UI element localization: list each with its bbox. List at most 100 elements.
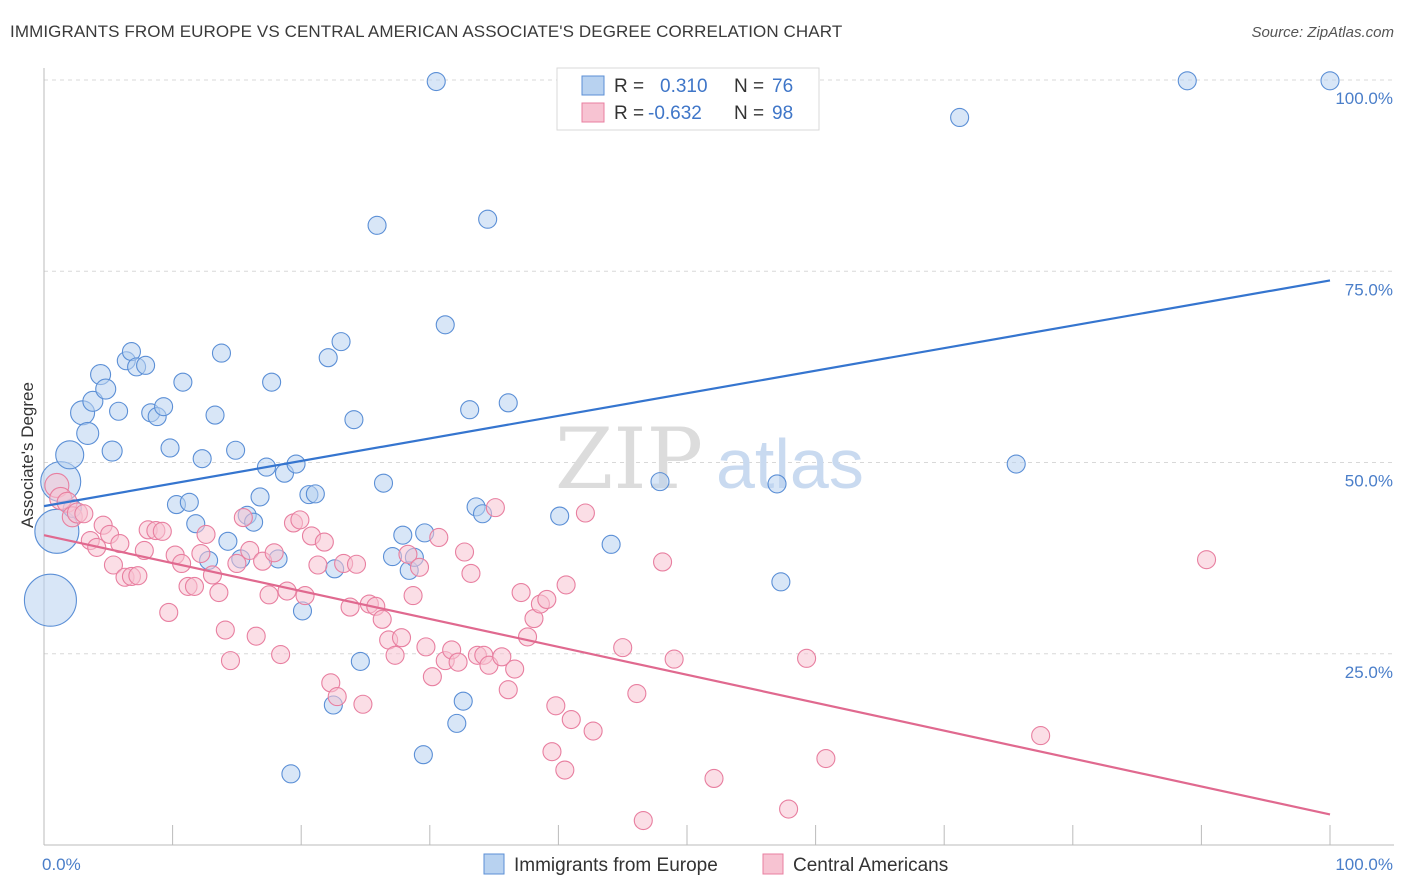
europe-point-26 bbox=[211, 343, 232, 363]
central-americans-point-76 bbox=[517, 627, 538, 647]
central-americans-point-57 bbox=[398, 544, 418, 564]
central-americans-point-79 bbox=[537, 589, 557, 609]
central-americans-point-36 bbox=[264, 543, 284, 563]
central-americans-point-40 bbox=[290, 510, 310, 530]
central-americans-point-10 bbox=[103, 555, 123, 575]
central-americans-point-65 bbox=[448, 652, 468, 672]
central-americans-point-19 bbox=[159, 602, 179, 622]
legend-r-value-1: 0.310 bbox=[660, 76, 708, 97]
central-americans-point-97 bbox=[1196, 550, 1217, 570]
central-americans-point-62 bbox=[429, 527, 449, 548]
central-americans-point-60 bbox=[416, 637, 436, 657]
europe-point-5 bbox=[76, 421, 100, 445]
bottom-legend-label-central-americans: Central Americans bbox=[793, 855, 948, 876]
central-americans-point-72 bbox=[492, 647, 512, 667]
europe-point-73 bbox=[1177, 71, 1197, 91]
europe-point-32 bbox=[250, 487, 270, 507]
europe-point-9 bbox=[101, 440, 123, 462]
central-americans-point-27 bbox=[209, 582, 229, 603]
central-americans-point-37 bbox=[271, 644, 291, 665]
trend-lines bbox=[43, 279, 1331, 816]
europe-point-48 bbox=[367, 215, 387, 235]
central-americans-point-84 bbox=[561, 709, 581, 730]
legend-r-label-1: R = bbox=[614, 76, 644, 97]
europe-point-57 bbox=[435, 315, 455, 335]
europe-point-41 bbox=[305, 484, 325, 504]
chart-title: IMMIGRANTS FROM EUROPE VS CENTRAL AMERIC… bbox=[10, 22, 843, 41]
legend-r-value-2: -0.632 bbox=[648, 103, 702, 124]
europe-point-64 bbox=[498, 393, 518, 413]
central-americans-point-61 bbox=[422, 667, 442, 687]
central-americans-point-28 bbox=[215, 620, 235, 640]
central-americans-point-82 bbox=[555, 760, 575, 780]
europe-point-37 bbox=[281, 764, 301, 784]
central-americans-point-74 bbox=[505, 659, 525, 679]
europe-point-63 bbox=[478, 209, 498, 229]
central-americans-point-33 bbox=[246, 626, 266, 646]
europe-point-42 bbox=[318, 348, 338, 368]
central-americans-point-93 bbox=[779, 799, 799, 819]
europe-point-71 bbox=[950, 107, 970, 128]
europe-point-66 bbox=[601, 534, 621, 554]
central-americans-point-26 bbox=[202, 565, 223, 585]
x-tick-label-1: 100.0% bbox=[1335, 855, 1393, 874]
europe-point-65 bbox=[550, 506, 570, 526]
y-tick-label-3: 100.0% bbox=[1335, 89, 1393, 108]
central-americans-point-66 bbox=[454, 542, 475, 562]
central-americans-point-44 bbox=[314, 532, 334, 552]
central-americans-point-25 bbox=[196, 524, 216, 544]
legend-n-label-2: N = bbox=[734, 103, 764, 124]
europe-point-14 bbox=[136, 355, 156, 375]
watermark-atlas: atlas bbox=[716, 425, 864, 503]
europe-point-54 bbox=[413, 745, 433, 765]
central-americans-point-88 bbox=[627, 683, 647, 704]
central-americans-point-85 bbox=[575, 503, 595, 523]
central-americans-point-43 bbox=[308, 555, 328, 575]
central-americans-point-50 bbox=[353, 694, 373, 714]
watermark: ZIP atlas bbox=[555, 410, 864, 508]
x-tick-label-0: 0.0% bbox=[42, 855, 81, 874]
central-americans-point-86 bbox=[583, 721, 603, 741]
legend-n-value-1: 76 bbox=[772, 76, 793, 97]
europe-point-49 bbox=[373, 473, 394, 493]
central-americans-point-46 bbox=[327, 687, 347, 707]
bottom-legend-label-europe: Immigrants from Europe bbox=[514, 855, 718, 876]
europe-point-46 bbox=[350, 651, 370, 671]
central-americans-point-87 bbox=[613, 638, 633, 658]
legend-swatch-central-americans bbox=[581, 102, 605, 123]
central-americans-point-14 bbox=[128, 566, 148, 586]
central-americans-point-24 bbox=[191, 543, 211, 564]
europe-point-8 bbox=[95, 378, 117, 400]
europe-point-3 bbox=[55, 440, 85, 470]
axes bbox=[43, 68, 1394, 846]
europe-point-72 bbox=[1006, 454, 1026, 474]
europe-point-10 bbox=[109, 401, 129, 421]
central-americans-point-5 bbox=[74, 504, 94, 524]
europe-point-17 bbox=[154, 397, 174, 417]
europe-point-27 bbox=[218, 531, 238, 551]
central-americans-point-30 bbox=[227, 553, 247, 574]
central-americans-point-96 bbox=[1031, 726, 1051, 746]
central-americans-point-80 bbox=[542, 742, 562, 762]
europe-point-23 bbox=[192, 449, 212, 469]
tick-labels: 25.0% 50.0% 75.0% 100.0% 0.0% 100.0% bbox=[42, 89, 1393, 874]
legend-n-value-2: 98 bbox=[772, 103, 793, 124]
europe-point-0 bbox=[23, 573, 77, 627]
source-credit: Source: ZipAtlas.com bbox=[1251, 24, 1394, 41]
europe-point-58 bbox=[447, 713, 467, 733]
europe-point-44 bbox=[331, 332, 351, 352]
central-americans-point-95 bbox=[816, 749, 836, 769]
europe-point-20 bbox=[173, 372, 193, 392]
y-tick-label-1: 50.0% bbox=[1345, 472, 1393, 491]
central-americans-point-32 bbox=[240, 540, 260, 561]
central-americans-point-31 bbox=[233, 508, 253, 528]
bottom-legend-swatch-central-americans bbox=[762, 853, 784, 875]
central-americans-point-41 bbox=[295, 586, 315, 606]
y-tick-label-2: 75.0% bbox=[1345, 280, 1393, 299]
bottom-legend-swatch-europe bbox=[483, 853, 505, 875]
central-americans-point-83 bbox=[556, 575, 576, 595]
central-americans-point-94 bbox=[797, 648, 817, 668]
central-americans-point-89 bbox=[633, 810, 653, 831]
europe-point-69 bbox=[767, 474, 787, 494]
europe-point-25 bbox=[205, 405, 225, 425]
